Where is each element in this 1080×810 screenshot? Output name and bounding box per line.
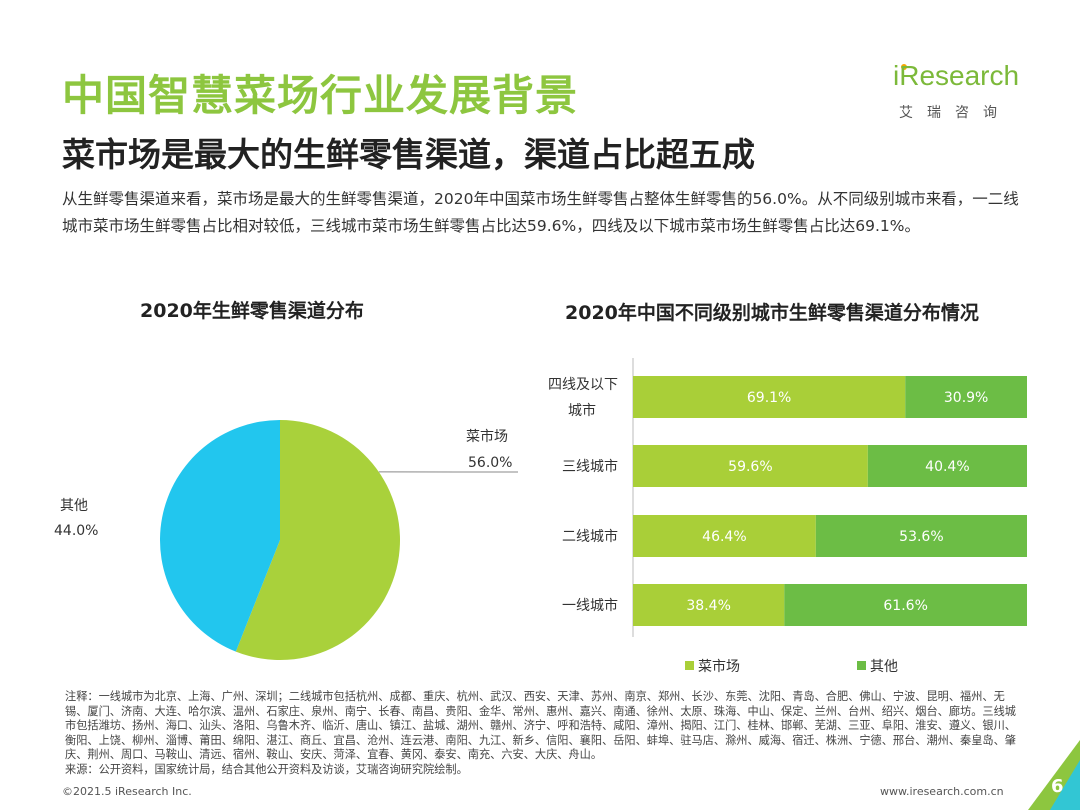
bar-value-label-0-0: 69.1% [747,390,791,406]
bar-segment-2-1 [815,515,1027,557]
pie-label-value-0: 56.0% [468,455,512,471]
pie-chart-title: 2020年生鲜零售渠道分布 [140,300,364,322]
pie-label-value-1: 44.0% [54,523,98,539]
pie-label-name-1: 其他 [60,498,88,514]
bar-category-label-2-0: 二线城市 [562,528,618,545]
bar-value-label-3-0: 38.4% [686,598,730,614]
footer-website: www.iresearch.com.cn [880,785,1004,798]
bar-category-label-0-1: 城市 [568,402,596,419]
page-number: 6 [1051,776,1064,797]
iresearch-logo: iResearch 艾瑞咨询 [893,60,1033,130]
notes-text: 注释：一线城市为北京、上海、广州、深圳；二线城市包括杭州、成都、重庆、杭州、武汉… [65,690,1016,762]
bar-segment-3-0 [633,584,785,626]
legend-swatch-cai-shi-chang [685,661,694,670]
bar-value-label-1-0: 59.6% [728,459,772,475]
pie-chart: 菜市场 56.0% 其他 44.0% [54,420,518,660]
bar-category-label-3-0: 一线城市 [562,597,618,614]
bar-value-label-1-1: 40.4% [925,459,969,475]
bar-segment-1-1 [867,445,1027,487]
bar-category-label-0-0: 四线及以下 [548,377,618,393]
page-subtitle: 菜市场是最大的生鲜零售渠道，渠道占比超五成 [62,135,755,174]
page-title: 中国智慧菜场行业发展背景 [62,71,579,120]
pie-slice-cai-shi-chang [235,420,400,660]
legend-label-cai-shi-chang: 菜市场 [698,658,740,675]
bar-segment-3-1 [784,584,1027,626]
logo-dot-icon [901,64,907,70]
corner-decoration [1028,740,1080,810]
legend-swatch-qi-ta [857,661,866,670]
source-text: 来源：公开资料，国家统计局，结合其他公开资料及访谈，艾瑞咨询研究院绘制。 [65,762,468,776]
pie-slice-qi-ta [159,420,280,652]
pie-label-name-0: 菜市场 [466,428,508,445]
bar-segment-0-1 [905,376,1027,418]
intro-paragraph: 从生鲜零售渠道来看，菜市场是最大的生鲜零售渠道，2020年中国菜市场生鲜零售占整… [62,190,1019,235]
bar-segment-1-0 [633,445,868,487]
logo-cn-text: 艾瑞咨询 [899,105,1011,121]
footer-copyright: ©2021.5 iResearch Inc. [62,785,192,798]
bar-segment-2-0 [633,515,816,557]
bar-segment-0-0 [633,376,906,418]
bar-category-label-1-0: 三线城市 [562,458,618,475]
bar-value-label-3-1: 61.6% [883,598,927,614]
bar-value-label-2-0: 46.4% [702,529,746,545]
bar-value-label-0-1: 30.9% [944,390,988,406]
bar-value-label-2-1: 53.6% [899,529,943,545]
corner-triangle-blue [1050,760,1080,810]
legend-label-qi-ta: 其他 [870,659,898,675]
bar-chart-title: 2020年中国不同级别城市生鲜零售渠道分布情况 [565,302,979,324]
logo-brand-text: iResearch [893,60,1020,91]
notes-block: 注释：一线城市为北京、上海、广州、深圳；二线城市包括杭州、成都、重庆、杭州、武汉… [65,690,1020,778]
